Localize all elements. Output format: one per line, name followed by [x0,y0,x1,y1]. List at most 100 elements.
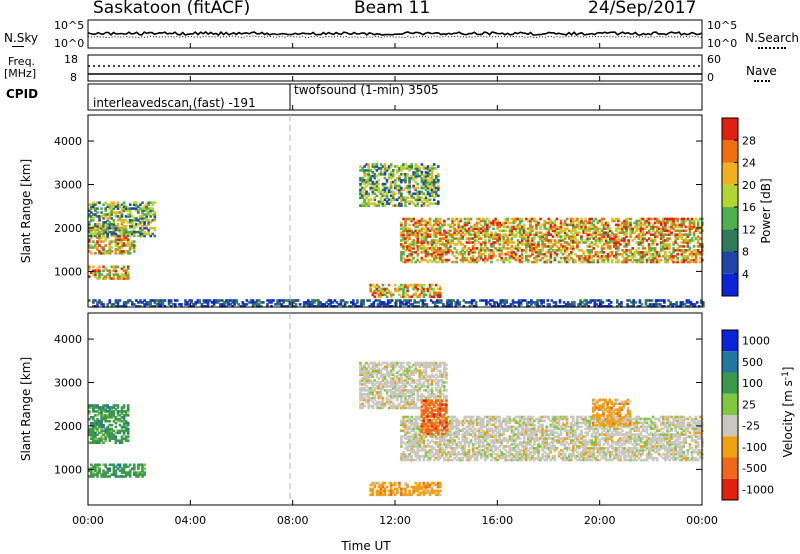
power-cell [563,249,567,252]
power-cell [570,239,573,242]
velocity-cell [385,367,389,371]
power-cell [664,233,667,236]
power-cell [450,301,453,304]
power-cell [94,213,97,216]
power-cell [453,260,456,264]
power-cell [416,254,420,258]
power-cell [463,252,467,256]
power-cell [404,241,407,244]
power-cell [255,301,259,304]
power-cell [454,301,457,304]
velocity-cell [102,416,105,419]
power-cell [468,305,472,308]
power-cell [435,301,439,304]
velocity-cell [408,391,411,394]
power-cell [325,305,328,308]
power-cell [395,303,398,306]
power-cell [621,237,624,240]
velocity-cell [391,404,395,408]
velocity-cell [400,445,403,448]
power-cell [649,260,653,264]
power-cell [361,204,364,207]
power-cell [257,303,261,306]
velocity-cell [391,377,395,380]
velocity-cell [116,429,120,433]
velocity-cell [414,431,417,434]
velocity-cell [128,469,132,472]
power-cell [432,254,436,258]
power-cell [602,225,606,229]
velocity-cell [389,394,393,398]
power-cell [434,190,438,194]
power-cell [391,174,395,178]
power-cell [412,241,415,244]
power-cell [508,241,512,244]
velocity-cell [124,429,128,433]
velocity-cell [373,402,377,406]
power-cell [615,245,618,248]
velocity-cell [106,427,109,431]
velocity-cell [128,475,132,478]
power-cell [102,222,105,226]
power-cell [676,219,679,223]
power-cell [412,219,415,223]
power-cell [370,303,373,306]
power-cell [596,239,600,242]
power-cell [553,252,557,256]
power-cell [492,219,495,223]
power-cell [506,243,510,246]
power-cell [190,299,193,302]
power-cell [430,194,434,198]
power-cell [631,254,634,258]
power-cell [100,236,103,239]
power-cell [666,237,669,240]
power-cell [493,305,496,308]
power-cell [586,245,589,248]
power-cell [110,226,114,230]
power-cell [567,237,571,240]
power-cell [363,194,366,198]
power-cell [151,213,154,216]
power-cell [449,225,452,229]
velocity-cell [104,419,107,423]
velocity-cell [100,435,103,439]
velocity-cell [432,379,436,382]
power-cell [531,252,534,256]
power-cell [363,202,366,205]
power-cell [627,258,630,262]
power-cell [145,219,148,222]
velocity-cell [412,445,415,448]
power-cell [389,291,393,295]
power-cell [570,235,573,238]
power-cell [643,221,647,225]
power-cell [520,260,524,264]
power-cell [133,207,136,210]
power-cell [412,285,415,289]
power-cell [487,301,490,304]
power-cell [542,301,545,304]
power-cell [631,231,634,234]
power-cell [583,299,586,302]
velocity-cell [363,363,366,367]
power-cell [404,291,407,295]
power-cell [541,235,544,238]
velocity-cell [92,433,95,437]
power-cell [559,251,563,254]
power-cell [424,174,428,178]
power-cell [599,303,603,306]
velocity-cell [92,429,95,433]
power-cell [434,249,438,252]
power-cell [633,237,636,240]
velocity-cell [381,398,385,402]
power-cell [484,227,487,231]
velocity-cell [424,435,428,438]
power-cell [311,303,314,306]
power-cell [371,174,375,178]
power-cell [669,303,672,306]
power-cell [106,305,109,308]
power-cell [692,260,696,264]
power-cell [382,305,386,308]
power-cell [319,301,322,304]
velocity-cell [416,391,420,394]
power-cell [682,260,686,264]
